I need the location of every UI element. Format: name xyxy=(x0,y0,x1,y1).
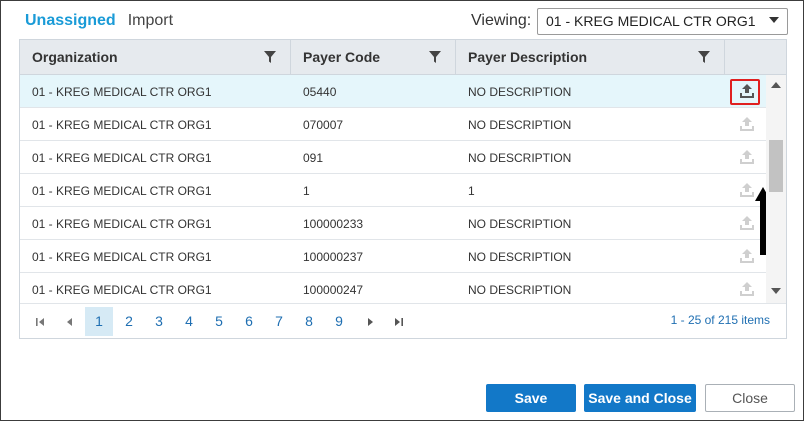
filter-icon[interactable] xyxy=(264,51,276,63)
last-page-icon[interactable] xyxy=(393,316,405,328)
column-header-actions xyxy=(725,40,786,75)
viewing-label: Viewing: xyxy=(471,12,532,29)
table-row[interactable]: 01 - KREG MEDICAL CTR ORG1 100000233 NO … xyxy=(20,207,766,240)
cell-payer-description: NO DESCRIPTION xyxy=(468,250,572,264)
payer-grid: Organization Payer Code Payer Descriptio… xyxy=(19,39,787,339)
cell-payer-code: 070007 xyxy=(303,118,344,132)
column-header-payer-description[interactable]: Payer Description xyxy=(456,40,725,75)
cell-organization: 01 - KREG MEDICAL CTR ORG1 xyxy=(32,217,212,231)
cell-payer-code: 100000247 xyxy=(303,283,364,297)
cell-organization: 01 - KREG MEDICAL CTR ORG1 xyxy=(32,184,212,198)
cell-action xyxy=(724,75,766,108)
upload-highlight-box xyxy=(730,79,760,105)
column-header-label: Organization xyxy=(32,49,118,65)
cell-organization: 01 - KREG MEDICAL CTR ORG1 xyxy=(32,283,212,297)
cell-payer-code: 1 xyxy=(303,184,310,198)
cell-organization: 01 - KREG MEDICAL CTR ORG1 xyxy=(32,118,212,132)
cell-action xyxy=(724,207,766,240)
table-row[interactable]: 01 - KREG MEDICAL CTR ORG1 1 1 xyxy=(20,174,766,207)
page-7[interactable]: 7 xyxy=(275,313,283,329)
column-header-label: Payer Description xyxy=(468,49,588,65)
scroll-down-icon[interactable] xyxy=(771,288,781,294)
cell-action xyxy=(724,108,766,141)
previous-page-icon[interactable] xyxy=(64,316,76,328)
scroll-thumb[interactable] xyxy=(769,140,783,192)
vertical-scrollbar[interactable] xyxy=(766,75,786,303)
close-button[interactable]: Close xyxy=(705,384,795,412)
page-1[interactable]: 1 xyxy=(85,307,113,336)
grid-body: 01 - KREG MEDICAL CTR ORG1 05440 NO DESC… xyxy=(20,75,786,303)
tab-unassigned[interactable]: Unassigned xyxy=(25,12,116,29)
cell-payer-code: 100000237 xyxy=(303,250,364,264)
column-header-organization[interactable]: Organization xyxy=(20,40,291,75)
up-arrow-annotation-icon xyxy=(755,187,771,255)
tab-import[interactable]: Import xyxy=(127,12,174,29)
pager-info: 1 - 25 of 215 items xyxy=(670,313,770,327)
scroll-up-icon[interactable] xyxy=(771,82,781,88)
save-button[interactable]: Save xyxy=(486,384,576,412)
cell-action xyxy=(724,174,766,207)
page-4[interactable]: 4 xyxy=(185,313,193,329)
page-5[interactable]: 5 xyxy=(215,313,223,329)
save-and-close-button[interactable]: Save and Close xyxy=(584,384,696,412)
upload-icon[interactable] xyxy=(739,182,755,198)
cell-action xyxy=(724,141,766,174)
cell-payer-description: NO DESCRIPTION xyxy=(468,85,572,99)
column-header-label: Payer Code xyxy=(303,49,381,65)
cell-payer-code: 100000233 xyxy=(303,217,364,231)
pager: 1 2 3 4 5 6 7 8 9 1 - 25 of 215 items xyxy=(20,303,786,338)
page-9[interactable]: 9 xyxy=(335,313,343,329)
cell-action xyxy=(724,240,766,273)
filter-icon[interactable] xyxy=(429,51,441,63)
upload-icon[interactable] xyxy=(739,281,755,297)
page-2[interactable]: 2 xyxy=(125,313,133,329)
upload-icon[interactable] xyxy=(739,83,755,99)
page-6[interactable]: 6 xyxy=(245,313,253,329)
table-row[interactable]: 01 - KREG MEDICAL CTR ORG1 100000247 NO … xyxy=(20,273,766,303)
cell-organization: 01 - KREG MEDICAL CTR ORG1 xyxy=(32,151,212,165)
cell-organization: 01 - KREG MEDICAL CTR ORG1 xyxy=(32,85,212,99)
chevron-down-icon xyxy=(769,17,779,23)
column-header-payer-code[interactable]: Payer Code xyxy=(291,40,456,75)
table-row[interactable]: 01 - KREG MEDICAL CTR ORG1 100000237 NO … xyxy=(20,240,766,273)
next-page-icon[interactable] xyxy=(364,316,376,328)
cell-payer-description: NO DESCRIPTION xyxy=(468,151,572,165)
cell-payer-description: NO DESCRIPTION xyxy=(468,283,572,297)
grid-header: Organization Payer Code Payer Descriptio… xyxy=(20,40,786,75)
cell-payer-description: NO DESCRIPTION xyxy=(468,217,572,231)
cell-action xyxy=(724,273,766,303)
first-page-icon[interactable] xyxy=(34,316,46,328)
viewing-selected-value: 01 - KREG MEDICAL CTR ORG1 xyxy=(546,13,756,29)
table-row[interactable]: 01 - KREG MEDICAL CTR ORG1 091 NO DESCRI… xyxy=(20,141,766,174)
upload-icon[interactable] xyxy=(739,248,755,264)
page-8[interactable]: 8 xyxy=(305,313,313,329)
filter-icon[interactable] xyxy=(698,51,710,63)
cell-organization: 01 - KREG MEDICAL CTR ORG1 xyxy=(32,250,212,264)
upload-icon[interactable] xyxy=(739,149,755,165)
viewing-dropdown[interactable]: 01 - KREG MEDICAL CTR ORG1 xyxy=(537,8,788,35)
page-3[interactable]: 3 xyxy=(155,313,163,329)
cell-payer-description: 1 xyxy=(468,184,475,198)
cell-payer-code: 05440 xyxy=(303,85,337,99)
cell-payer-description: NO DESCRIPTION xyxy=(468,118,572,132)
upload-icon[interactable] xyxy=(739,215,755,231)
upload-icon[interactable] xyxy=(739,116,755,132)
tab-bar: Unassigned Import xyxy=(25,12,173,30)
table-row[interactable]: 01 - KREG MEDICAL CTR ORG1 070007 NO DES… xyxy=(20,108,766,141)
cell-payer-code: 091 xyxy=(303,151,324,165)
table-row[interactable]: 01 - KREG MEDICAL CTR ORG1 05440 NO DESC… xyxy=(20,75,766,108)
